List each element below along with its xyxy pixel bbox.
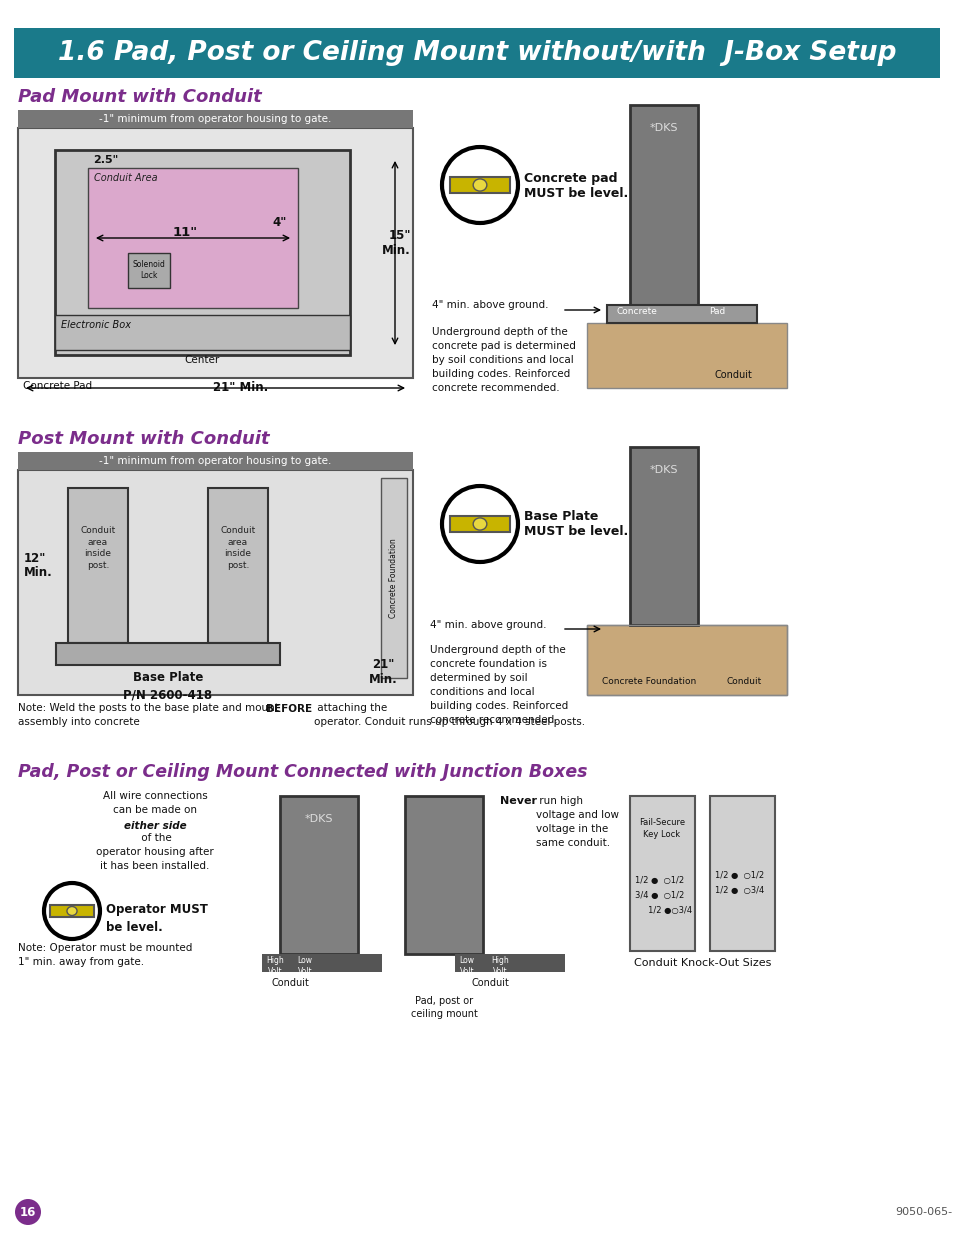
Text: Concrete Pad: Concrete Pad	[23, 382, 92, 391]
Text: Concrete pad
MUST be level.: Concrete pad MUST be level.	[523, 172, 628, 200]
Bar	[629, 797, 695, 951]
Bar	[450, 177, 509, 194]
Text: Post Mount with Conduit: Post Mount with Conduit	[18, 430, 270, 448]
Text: Pad, Post or Ceiling Mount Connected with Junction Boxes: Pad, Post or Ceiling Mount Connected wit…	[18, 763, 587, 781]
Text: Conduit Knock-Out Sizes: Conduit Knock-Out Sizes	[633, 958, 770, 968]
Text: 21" Min.: 21" Min.	[213, 382, 268, 394]
Text: All wire connections
can be made on: All wire connections can be made on	[103, 790, 207, 829]
Bar	[18, 110, 413, 128]
Bar	[14, 28, 939, 78]
Bar	[455, 953, 564, 972]
Text: *DKS: *DKS	[304, 814, 333, 824]
Circle shape	[44, 883, 100, 939]
Text: Conduit: Conduit	[271, 978, 309, 988]
Text: Pad: Pad	[708, 308, 724, 316]
Text: 3/4 ●  ○1/2: 3/4 ● ○1/2	[635, 890, 683, 900]
Bar	[629, 447, 698, 625]
Text: High
Volt: High Volt	[266, 956, 284, 976]
Text: Low
Volt: Low Volt	[297, 956, 313, 976]
Text: Conduit
area
inside
post.: Conduit area inside post.	[80, 526, 115, 571]
Bar	[380, 478, 407, 678]
Text: Solenoid
Lock: Solenoid Lock	[132, 259, 165, 280]
Bar	[55, 149, 350, 354]
Text: 2.5": 2.5"	[92, 156, 118, 165]
Text: 4" min. above ground.: 4" min. above ground.	[432, 300, 548, 310]
Text: Conduit: Conduit	[726, 678, 761, 687]
Bar	[208, 488, 268, 643]
Text: Concrete: Concrete	[617, 308, 658, 316]
Text: Underground depth of the
concrete foundation is
determined by soil
conditions an: Underground depth of the concrete founda…	[430, 645, 568, 725]
Text: 16: 16	[20, 1205, 36, 1219]
Text: Operator MUST
be level.: Operator MUST be level.	[106, 903, 208, 934]
Bar	[55, 315, 350, 350]
Text: Conduit Area: Conduit Area	[94, 173, 157, 183]
Text: 1/2 ●  ○1/2: 1/2 ● ○1/2	[635, 876, 683, 885]
Text: 1/2 ●  ○1/2: 1/2 ● ○1/2	[714, 871, 763, 881]
Text: High
Volt: High Volt	[491, 956, 508, 976]
Bar	[405, 797, 482, 953]
Text: Low
Volt: Low Volt	[459, 956, 474, 976]
Text: Pad Mount with Conduit: Pad Mount with Conduit	[18, 88, 261, 106]
Text: Underground depth of the
concrete pad is determined
by soil conditions and local: Underground depth of the concrete pad is…	[432, 327, 576, 393]
Text: 12"
Min.: 12" Min.	[24, 552, 52, 579]
Circle shape	[441, 147, 517, 224]
Bar	[606, 305, 757, 324]
Text: Pad, post or
ceiling mount: Pad, post or ceiling mount	[410, 995, 476, 1019]
Text: -1" minimum from operator housing to gate.: -1" minimum from operator housing to gat…	[99, 456, 331, 466]
Bar	[128, 253, 170, 288]
Bar	[586, 625, 786, 695]
Bar	[262, 953, 381, 972]
Bar	[56, 643, 280, 664]
Bar	[629, 105, 698, 305]
Circle shape	[15, 1199, 41, 1225]
Text: Base Plate
MUST be level.: Base Plate MUST be level.	[523, 510, 628, 538]
Text: Conduit
area
inside
post.: Conduit area inside post.	[220, 526, 255, 571]
Bar	[88, 168, 297, 308]
Text: 1.6 Pad, Post or Ceiling Mount without/with  J-Box Setup: 1.6 Pad, Post or Ceiling Mount without/w…	[58, 40, 895, 65]
Bar	[68, 488, 128, 643]
Text: Electronic Box: Electronic Box	[61, 320, 131, 330]
Text: Center: Center	[185, 354, 220, 366]
Text: attaching the
operator. Conduit runs up through 4 x 4 steel posts.: attaching the operator. Conduit runs up …	[314, 703, 584, 727]
Text: 4": 4"	[273, 216, 287, 230]
Text: Conduit: Conduit	[471, 978, 508, 988]
Ellipse shape	[473, 179, 486, 191]
Text: Conduit: Conduit	[714, 370, 751, 380]
Text: BEFORE: BEFORE	[266, 704, 312, 714]
Ellipse shape	[67, 906, 77, 915]
Text: Concrete Foundation: Concrete Foundation	[389, 538, 398, 618]
Text: *DKS: *DKS	[649, 124, 678, 133]
Bar	[18, 452, 413, 471]
Bar	[450, 516, 509, 532]
Text: -1" minimum from operator housing to gate.: -1" minimum from operator housing to gat…	[99, 114, 331, 124]
Text: of the
operator housing after
it has been installed.: of the operator housing after it has bee…	[96, 832, 213, 871]
Bar	[51, 905, 93, 918]
Text: 15"
Min.: 15" Min.	[382, 228, 411, 257]
Circle shape	[441, 487, 517, 562]
Text: 1/2 ●○3/4: 1/2 ●○3/4	[635, 906, 691, 915]
Text: Concrete Foundation: Concrete Foundation	[601, 678, 696, 687]
Text: 4" min. above ground.: 4" min. above ground.	[430, 620, 546, 630]
Bar	[586, 324, 786, 388]
Text: Note: Operator must be mounted
1" min. away from gate.: Note: Operator must be mounted 1" min. a…	[18, 944, 193, 967]
Text: *DKS: *DKS	[649, 466, 678, 475]
Text: Note: Weld the posts to the base plate and mount
assembly into concrete: Note: Weld the posts to the base plate a…	[18, 703, 278, 727]
Ellipse shape	[473, 517, 486, 530]
Bar	[18, 471, 413, 695]
Text: 21"
Min.: 21" Min.	[368, 658, 397, 685]
Bar	[709, 797, 774, 951]
Text: 11": 11"	[172, 226, 197, 240]
Text: run high
voltage and low
voltage in the
same conduit.: run high voltage and low voltage in the …	[536, 797, 618, 848]
Text: Base Plate
P/N 2600-418: Base Plate P/N 2600-418	[123, 671, 213, 701]
Text: Fail-Secure
Key Lock: Fail-Secure Key Lock	[639, 818, 684, 839]
Bar	[18, 128, 413, 378]
Text: Never: Never	[499, 797, 537, 806]
Text: 1/2 ●  ○3/4: 1/2 ● ○3/4	[714, 885, 763, 895]
Text: either side: either side	[124, 821, 186, 831]
Bar	[586, 625, 786, 695]
Bar	[280, 797, 357, 953]
Text: 9050-065-M-3-11: 9050-065-M-3-11	[894, 1207, 953, 1216]
